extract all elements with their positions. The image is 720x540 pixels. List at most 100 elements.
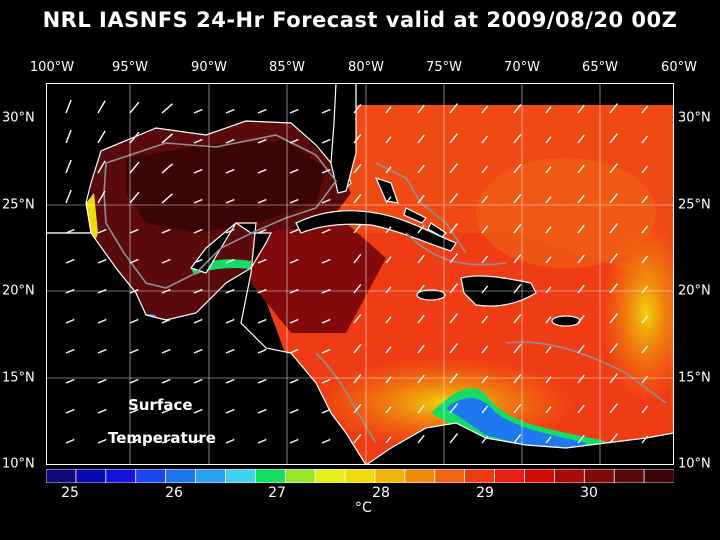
- colorbar-label-27: 27: [268, 485, 286, 501]
- wind-arrow: [577, 134, 585, 144]
- wind-arrow: [609, 163, 619, 174]
- lon-label-85w: 85°W: [269, 60, 305, 75]
- wind-arrow: [257, 138, 267, 144]
- wind-arrow: [513, 223, 522, 234]
- wind-arrow: [577, 344, 585, 354]
- wind-arrow: [193, 438, 203, 444]
- wind-arrow: [129, 228, 139, 234]
- wind-arrow: [417, 254, 425, 264]
- wind-arrow: [513, 193, 522, 204]
- wind-arrow: [257, 348, 267, 354]
- wind-arrow: [609, 373, 619, 384]
- wind-arrow: [321, 318, 331, 324]
- wind-arrow: [481, 105, 489, 114]
- wind-arrow: [513, 433, 522, 444]
- wind-arrow: [481, 225, 489, 234]
- wind-arrow: [641, 255, 649, 264]
- wind-arrow: [97, 318, 107, 324]
- wind-arrow: [321, 108, 331, 114]
- central-atlantic-orange: [476, 158, 656, 268]
- wind-arrow: [577, 104, 585, 114]
- wind-arrow: [353, 433, 362, 444]
- wind-arrow: [417, 164, 425, 174]
- wind-arrow: [321, 138, 331, 144]
- wind-arrow: [161, 408, 171, 414]
- wind-arrow: [641, 315, 649, 324]
- lon-label-75w: 75°W: [426, 60, 462, 75]
- colorbar-swatch: [434, 469, 466, 483]
- wind-arrow: [65, 288, 75, 294]
- annotation-line-2: Temperature: [108, 429, 216, 447]
- wind-arrow: [321, 348, 331, 354]
- wind-arrow: [289, 228, 299, 234]
- wind-arrow: [609, 313, 619, 324]
- colorbar-swatch: [135, 469, 167, 483]
- wind-arrow: [513, 283, 522, 294]
- wind-arrow: [481, 405, 489, 414]
- wind-arrow: [353, 193, 362, 204]
- wind-arrow: [417, 284, 425, 294]
- wind-arrow: [353, 283, 362, 294]
- wind-arrow: [417, 434, 425, 444]
- wind-arrow: [385, 226, 392, 234]
- wind-arrow: [513, 313, 522, 324]
- wind-arrow: [225, 168, 235, 174]
- wind-arrow: [513, 103, 522, 114]
- wind-arrow: [353, 253, 362, 264]
- wind-arrow: [289, 258, 299, 264]
- gulf-deep-hot-core: [126, 141, 326, 233]
- jamaica-land: [416, 289, 446, 301]
- nw-caribbean-hot: [251, 223, 386, 333]
- wind-arrow: [161, 318, 171, 324]
- wind-arrow: [65, 378, 75, 384]
- wind-arrow: [321, 228, 331, 234]
- wind-arrow: [161, 228, 171, 234]
- wind-arrow: [449, 283, 459, 294]
- colorbar-swatch: [314, 469, 346, 483]
- wind-arrow: [161, 163, 173, 174]
- wind-arrow: [641, 225, 649, 234]
- wind-arrow: [609, 103, 619, 114]
- wind-arrow: [129, 101, 140, 114]
- wind-arrow: [225, 378, 235, 384]
- bahamas-land: [374, 177, 447, 238]
- wind-arrow: [321, 288, 331, 294]
- lat-label-15n-left: 15°N: [2, 370, 35, 386]
- sst-map: [46, 83, 674, 465]
- wind-arrow: [353, 403, 362, 414]
- wind-arrow: [481, 285, 489, 294]
- wind-arrow: [289, 348, 299, 354]
- colorbar-swatch: [464, 469, 496, 483]
- south-america-land: [364, 422, 674, 465]
- lat-label-10n-right: 10°N: [678, 456, 711, 472]
- colorbar-swatch: [75, 469, 107, 483]
- wind-arrow: [129, 378, 139, 384]
- wind-arrow: [321, 378, 331, 384]
- colorbar-swatch: [643, 469, 674, 483]
- wind-arrow: [481, 375, 489, 384]
- wind-arrow: [225, 138, 235, 144]
- wind-arrow: [321, 168, 331, 174]
- wind-arrow: [225, 258, 235, 264]
- map-border: [46, 83, 674, 465]
- colorbar-label-26: 26: [165, 485, 183, 501]
- wind-arrow: [97, 348, 107, 354]
- wind-arrow: [385, 346, 392, 354]
- wind-arrow: [289, 408, 299, 414]
- wind-arrow: [161, 193, 173, 204]
- wind-arrow: [225, 438, 235, 444]
- lat-label-10n-left: 10°N: [2, 456, 35, 472]
- wind-arrow: [193, 288, 203, 294]
- wind-arrow: [193, 138, 203, 144]
- wind-arrow: [161, 133, 173, 144]
- wind-arrow: [289, 318, 299, 324]
- wind-arrow: [417, 404, 425, 414]
- colorbar-swatch: [195, 469, 227, 483]
- wind-arrow: [449, 433, 459, 444]
- wind-arrow: [289, 168, 299, 174]
- wind-arrow: [641, 375, 649, 384]
- wind-arrow: [97, 100, 106, 114]
- wind-arrow: [161, 438, 171, 444]
- lon-label-80w: 80°W: [348, 60, 384, 75]
- wind-arrow: [417, 224, 425, 234]
